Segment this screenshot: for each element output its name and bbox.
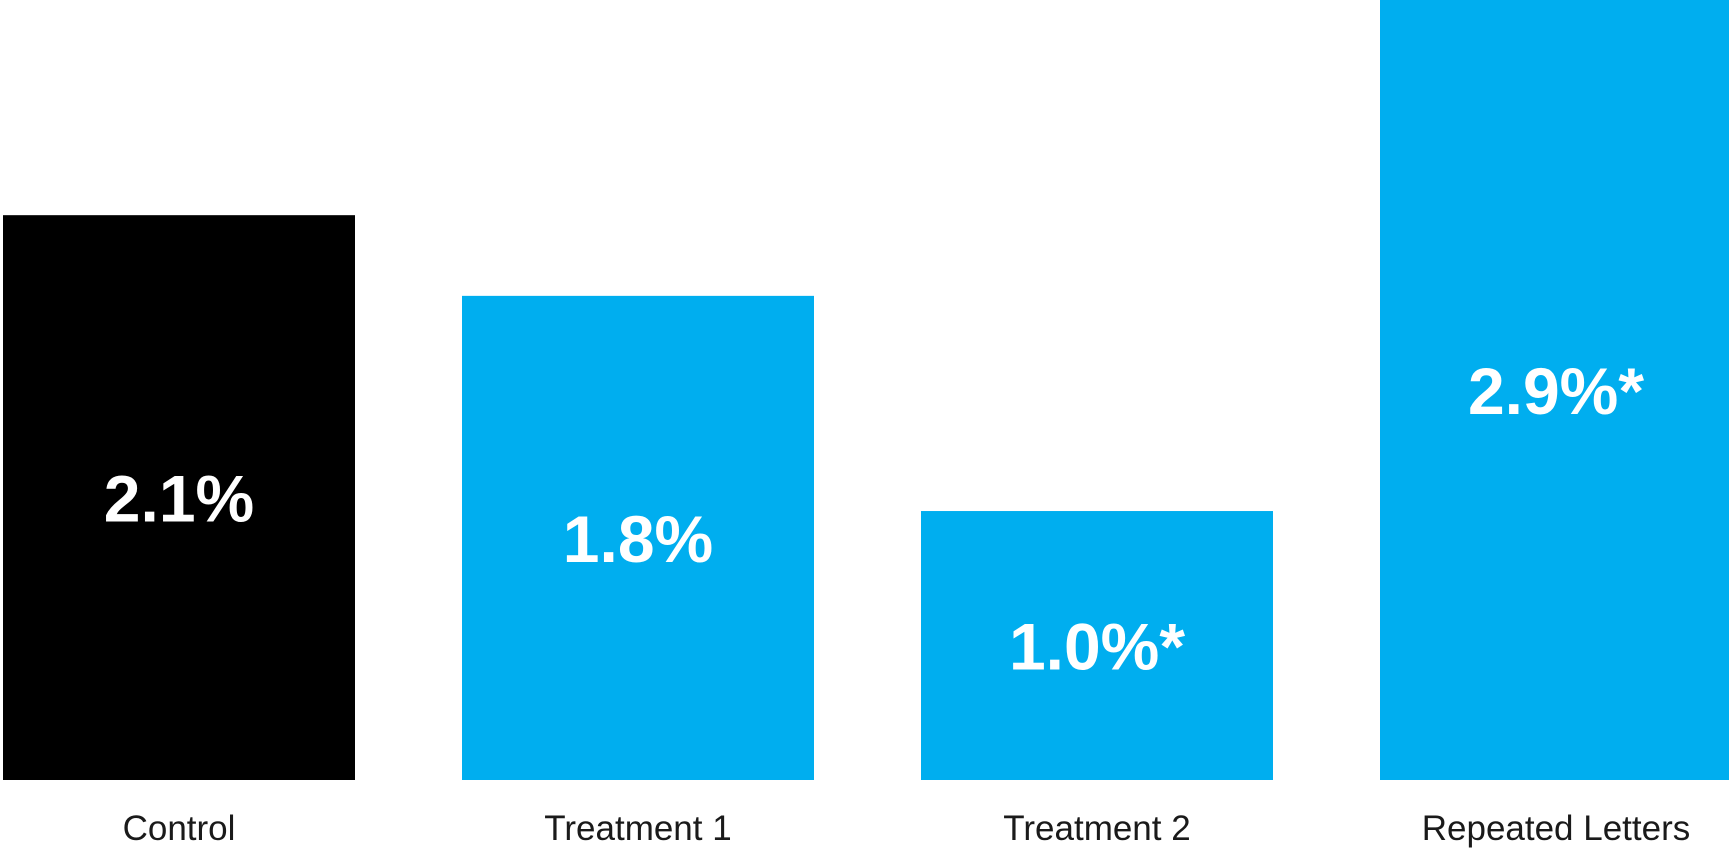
category-label: Treatment 1	[544, 809, 731, 848]
category-labels-group: Control Treatment 1 Treatment 2 Repeated Le…	[123, 809, 1691, 848]
data-label: 2.9%*	[1468, 354, 1644, 428]
category-label: Control	[123, 809, 236, 848]
bars-group	[3, 0, 1729, 780]
data-label: 1.0%*	[1009, 610, 1185, 684]
category-label: Treatment 2	[1003, 809, 1190, 848]
bar-control	[3, 215, 355, 780]
bar-treatment-1	[462, 295, 814, 780]
category-label: Repeated Letters	[1422, 809, 1691, 848]
data-label: 1.8%	[563, 502, 713, 576]
bar-treatment-2	[921, 511, 1273, 780]
value-labels-group: 2.1% 1.8% 1.0%* 2.9%*	[104, 354, 1645, 684]
bar-repeated-letters	[1380, 0, 1729, 780]
data-label: 2.1%	[104, 462, 254, 536]
